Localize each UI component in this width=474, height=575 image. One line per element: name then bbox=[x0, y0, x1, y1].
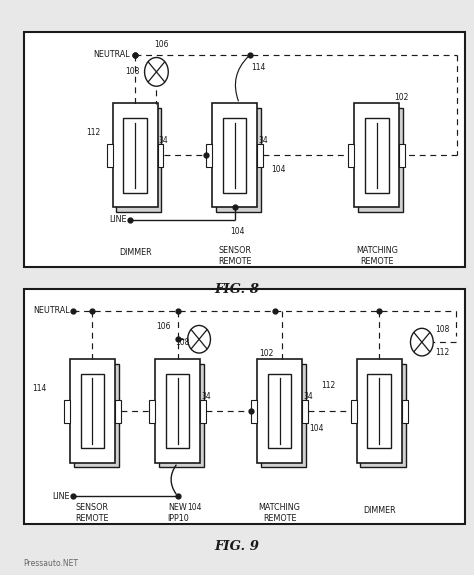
Text: SENSOR: SENSOR bbox=[76, 503, 109, 512]
Bar bbox=[70, 359, 115, 463]
Bar bbox=[354, 104, 399, 207]
Bar bbox=[112, 104, 157, 207]
Bar bbox=[251, 400, 257, 423]
Circle shape bbox=[410, 328, 433, 356]
Text: NEUTRAL: NEUTRAL bbox=[94, 50, 130, 59]
Bar bbox=[155, 359, 200, 463]
Text: 34: 34 bbox=[158, 136, 168, 145]
Text: 34: 34 bbox=[201, 392, 211, 401]
Bar bbox=[74, 364, 118, 467]
Text: Pressauto.NET: Pressauto.NET bbox=[24, 559, 79, 568]
Bar bbox=[200, 400, 206, 423]
Bar bbox=[302, 400, 308, 423]
Bar bbox=[64, 400, 70, 423]
Text: 112: 112 bbox=[321, 381, 336, 390]
Text: 34: 34 bbox=[303, 392, 313, 401]
Bar bbox=[216, 108, 261, 212]
Text: 104: 104 bbox=[309, 424, 324, 433]
Text: 108: 108 bbox=[126, 67, 140, 76]
Text: NEW: NEW bbox=[168, 503, 187, 512]
Bar bbox=[166, 374, 190, 448]
Text: MATCHING: MATCHING bbox=[356, 246, 398, 255]
Bar bbox=[268, 374, 292, 448]
Bar bbox=[360, 364, 405, 467]
Bar bbox=[159, 364, 204, 467]
Bar bbox=[351, 400, 357, 423]
Bar bbox=[107, 144, 112, 167]
Text: MATCHING: MATCHING bbox=[259, 503, 301, 512]
Bar bbox=[149, 400, 155, 423]
Bar bbox=[212, 104, 257, 207]
Text: REMOTE: REMOTE bbox=[76, 514, 109, 523]
Bar bbox=[367, 374, 391, 448]
Text: 108: 108 bbox=[435, 324, 449, 333]
Circle shape bbox=[145, 58, 168, 86]
Text: LINE: LINE bbox=[53, 492, 70, 501]
Text: 108: 108 bbox=[175, 338, 190, 347]
Text: REMOTE: REMOTE bbox=[218, 257, 251, 266]
Text: 104: 104 bbox=[271, 165, 286, 174]
Bar bbox=[157, 144, 164, 167]
Text: 114: 114 bbox=[32, 384, 46, 393]
Bar bbox=[358, 108, 403, 212]
Circle shape bbox=[188, 325, 210, 353]
Text: IPP10: IPP10 bbox=[167, 514, 189, 523]
Text: SENSOR: SENSOR bbox=[218, 246, 251, 255]
Bar bbox=[402, 400, 408, 423]
Bar bbox=[206, 144, 212, 167]
Text: REMOTE: REMOTE bbox=[360, 257, 393, 266]
Bar bbox=[117, 108, 161, 212]
Text: FIG. 8: FIG. 8 bbox=[215, 283, 259, 296]
Text: REMOTE: REMOTE bbox=[263, 514, 296, 523]
Text: 106: 106 bbox=[154, 40, 169, 49]
Text: LINE: LINE bbox=[109, 215, 127, 224]
Bar bbox=[348, 144, 355, 167]
Text: DIMMER: DIMMER bbox=[119, 248, 151, 258]
Text: 112: 112 bbox=[86, 128, 101, 137]
Text: 104: 104 bbox=[230, 227, 245, 236]
Text: NEUTRAL: NEUTRAL bbox=[34, 306, 70, 315]
Text: 102: 102 bbox=[259, 349, 274, 358]
Text: 102: 102 bbox=[394, 93, 409, 102]
Bar bbox=[257, 144, 263, 167]
Text: 112: 112 bbox=[435, 348, 449, 357]
Text: 34: 34 bbox=[258, 136, 268, 145]
Bar bbox=[223, 118, 246, 193]
Bar bbox=[356, 359, 401, 463]
Bar bbox=[261, 364, 306, 467]
Bar bbox=[24, 32, 465, 267]
Bar bbox=[123, 118, 147, 193]
Text: 104: 104 bbox=[187, 503, 202, 512]
Bar bbox=[24, 289, 465, 524]
Text: FIG. 9: FIG. 9 bbox=[215, 540, 259, 554]
Bar bbox=[257, 359, 302, 463]
Bar bbox=[115, 400, 121, 423]
Text: 114: 114 bbox=[251, 63, 265, 72]
Bar bbox=[365, 118, 389, 193]
Bar bbox=[399, 144, 405, 167]
Text: 106: 106 bbox=[156, 321, 171, 331]
Bar bbox=[81, 374, 104, 448]
Text: DIMMER: DIMMER bbox=[363, 505, 395, 515]
